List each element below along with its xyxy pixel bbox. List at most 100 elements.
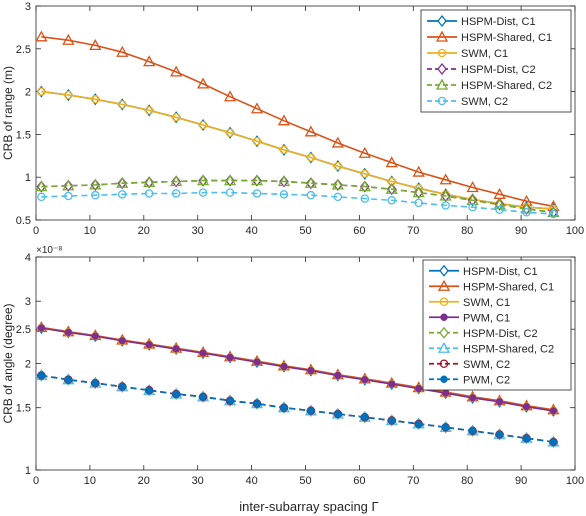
data-point [64, 328, 73, 337]
y-tick-label: 2 [25, 359, 31, 371]
range-crb-chart: 0 10 20 30 40 50 60 70 80 90 100 0.5 1 1.5 2 2.5 3 CRB of… [1, 1, 584, 237]
data-point [441, 389, 450, 397]
data-point [385, 156, 398, 168]
series-line [41, 179, 554, 214]
x-tick-label: 80 [461, 475, 473, 487]
data-point [549, 438, 558, 446]
legend-marker [439, 297, 449, 306]
data-point [277, 175, 291, 187]
y-exponent-label: ×10⁻⁸ [36, 245, 62, 256]
x-tick-label: 0 [33, 225, 39, 237]
data-point [199, 393, 207, 401]
legend-marker [437, 279, 451, 291]
y-tick-label: 3 [25, 1, 31, 13]
x-tick-label: 70 [407, 475, 419, 487]
data-point [307, 407, 315, 415]
data-point [62, 179, 75, 191]
y-tick-label: 2.5 [16, 324, 31, 336]
data-point [414, 384, 423, 393]
data-point [89, 178, 102, 190]
legend-marker [439, 359, 449, 368]
legend: HSPM-Dist, C1 HSPM-Shared, C1 SWM, C1 PWM, … [422, 259, 572, 391]
legend-label: HSPM-Shared, C2 [461, 80, 552, 92]
data-point [388, 416, 396, 425]
data-point [64, 375, 73, 384]
data-point [358, 146, 371, 158]
data-point [172, 390, 180, 398]
legend-marker [437, 48, 447, 58]
legend-label: SWM, C1 [463, 297, 510, 309]
data-point [306, 153, 316, 162]
legend-label: SWM, C2 [461, 96, 508, 108]
data-point [223, 90, 237, 102]
y-tick-label: 1.5 [16, 403, 31, 415]
series-line [41, 36, 554, 208]
data-point [304, 125, 317, 137]
data-point [333, 192, 343, 202]
data-point [414, 198, 423, 208]
data-point [331, 178, 344, 190]
data-point [250, 174, 264, 186]
series-line [41, 191, 554, 215]
data-point [64, 191, 73, 201]
x-tick-label: 100 [566, 475, 584, 487]
series-swm-c2 [37, 188, 558, 219]
data-point [361, 375, 369, 384]
data-point [198, 188, 208, 197]
data-point [196, 77, 210, 89]
data-point [117, 190, 127, 199]
data-point [118, 382, 126, 391]
data-point [279, 145, 289, 155]
data-point [116, 45, 129, 57]
data-point [333, 161, 343, 171]
y-tick-label: 2 [25, 87, 31, 99]
data-point [35, 180, 48, 192]
legend-box [420, 9, 572, 113]
data-point [306, 190, 316, 200]
x-tick-label: 10 [84, 475, 96, 487]
data-point [118, 336, 126, 345]
legend-label: SWM, C2 [463, 359, 510, 371]
x-tick-label: 0 [33, 475, 39, 487]
legend-label: HSPM-Shared, C1 [463, 281, 554, 293]
data-point [466, 193, 479, 205]
data-point [64, 90, 73, 100]
series-hspm-shared-c2 [35, 174, 560, 217]
legend-label: HSPM-Dist, C2 [461, 64, 536, 76]
legend-label: HSPM-Shared, C1 [461, 32, 552, 44]
series-pwm-c2 [37, 371, 558, 446]
x-tick-label: 80 [461, 225, 473, 237]
data-point [441, 201, 450, 210]
data-point [91, 95, 100, 104]
data-point [280, 362, 288, 371]
data-point [466, 181, 479, 193]
data-point [171, 189, 181, 198]
data-point [37, 371, 46, 380]
data-point [198, 120, 208, 130]
x-tick-label: 100 [566, 225, 584, 237]
x-axis-label: inter-subarray spacing Γ [239, 499, 378, 514]
x-tick-label: 20 [138, 475, 150, 487]
legend-marker [437, 14, 447, 28]
series-line [41, 327, 554, 412]
y-tick-label: 1.5 [16, 129, 31, 141]
y-tick-label: 2.5 [16, 44, 31, 56]
legend-box [422, 259, 572, 391]
data-point [304, 176, 317, 188]
legend-marker [437, 96, 447, 106]
data-point [412, 186, 425, 198]
data-point [145, 386, 153, 394]
y-axis-label: CRB of range (m) [1, 66, 15, 160]
data-point [360, 194, 370, 203]
data-point [414, 420, 423, 428]
data-point [37, 324, 46, 332]
data-point [144, 106, 154, 115]
series-line [41, 90, 554, 210]
data-point [144, 189, 154, 198]
x-tick-label: 90 [515, 475, 527, 487]
data-point [439, 173, 452, 185]
series-line [41, 374, 554, 443]
y-tick-label: 1 [25, 172, 31, 184]
data-point [252, 136, 262, 146]
data-point [252, 189, 262, 198]
